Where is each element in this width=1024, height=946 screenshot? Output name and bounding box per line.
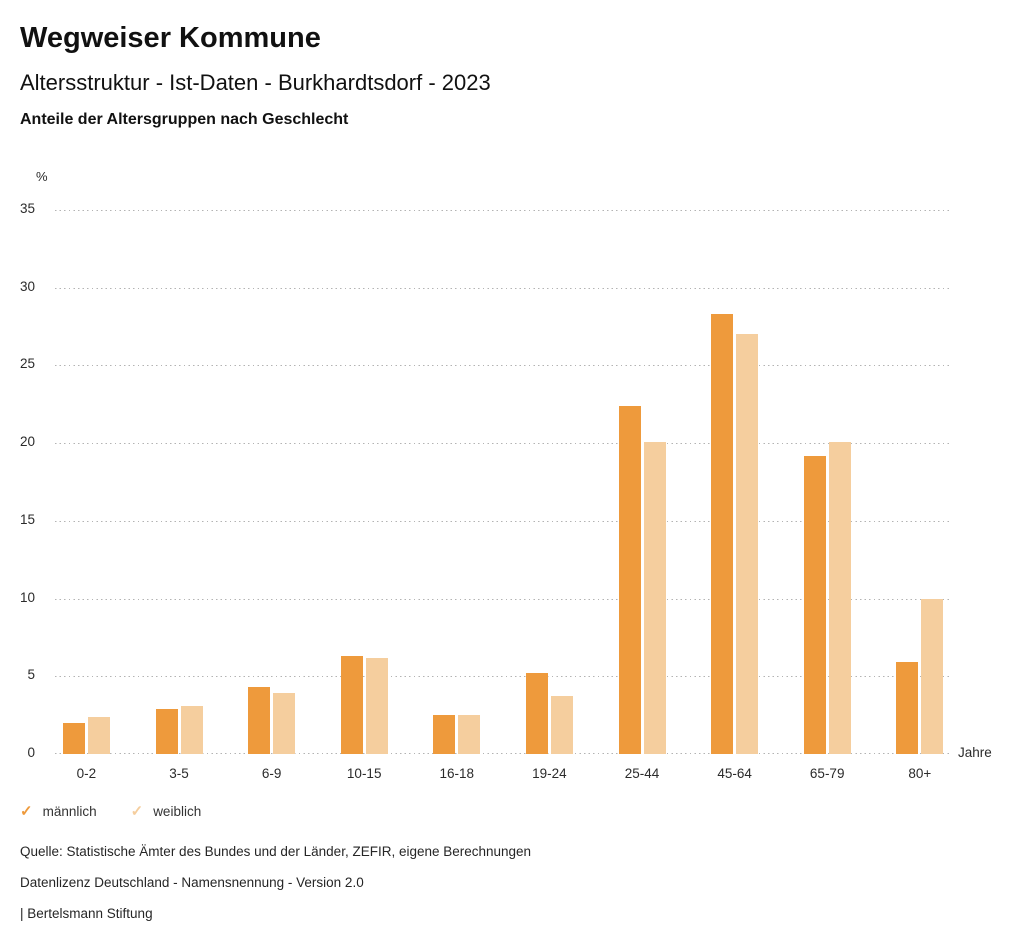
bar-maennlich-45-64[interactable]: [711, 314, 734, 754]
y-tick-20: 20: [19, 434, 35, 450]
legend-item-maennlich[interactable]: ✓ männlich: [20, 802, 97, 820]
attribution-note: | Bertelsmann Stiftung: [20, 906, 153, 921]
x-tick-0-2: 0-2: [76, 766, 97, 781]
y-tick-15: 15: [19, 511, 35, 527]
bar-maennlich-3-5[interactable]: [155, 708, 178, 754]
x-tick-45-64: 45-64: [717, 766, 752, 781]
y-tick-10: 10: [19, 589, 35, 605]
bar-maennlich-0-2[interactable]: [62, 722, 85, 754]
x-tick-16-18: 16-18: [439, 766, 475, 781]
gridline-5: [55, 676, 950, 677]
page-title: Wegweiser Kommune: [20, 22, 321, 54]
y-tick-5: 5: [27, 667, 35, 683]
chart-subtitle: Altersstruktur - Ist-Daten - Burkhardtsd…: [20, 70, 491, 95]
gridline-20: [55, 443, 950, 444]
bar-weiblich-19-24[interactable]: [550, 696, 573, 754]
legend-item-label: männlich: [42, 803, 97, 819]
check-icon: ✓: [130, 803, 144, 820]
check-icon: ✓: [20, 803, 33, 820]
gridline-30: [55, 288, 950, 289]
bar-maennlich-16-18[interactable]: [433, 715, 456, 754]
y-tick-30: 30: [19, 278, 35, 294]
bar-weiblich-0-2[interactable]: [87, 716, 110, 754]
bar-weiblich-16-18[interactable]: [458, 715, 481, 754]
bar-maennlich-25-44[interactable]: [618, 405, 641, 754]
x-tick-65-79: 65-79: [809, 766, 845, 781]
gridline-10: [55, 599, 950, 600]
bar-weiblich-45-64[interactable]: [736, 334, 759, 754]
bar-maennlich-10-15[interactable]: [340, 656, 363, 754]
x-tick-3-5: 3-5: [169, 766, 189, 781]
gridline-25: [55, 365, 950, 366]
chart-legend: ✓ männlich ✓ weiblich: [0, 801, 1024, 821]
gridline-0: [55, 753, 950, 754]
x-tick-6-9: 6-9: [261, 766, 282, 781]
bar-weiblich-3-5[interactable]: [180, 705, 203, 754]
x-tick-10-15: 10-15: [346, 766, 382, 781]
bar-weiblich-10-15[interactable]: [365, 657, 388, 754]
gridline-15: [55, 521, 950, 522]
y-axis-unit-label: %: [36, 169, 48, 184]
x-tick-80+: 80+: [908, 766, 932, 781]
license-note: Datenlizenz Deutschland - Namensnennung …: [20, 875, 364, 890]
x-tick-25-44: 25-44: [624, 766, 660, 781]
chart-heading: Anteile der Altersgruppen nach Geschlech…: [20, 111, 349, 128]
x-tick-19-24: 19-24: [532, 766, 567, 781]
y-tick-25: 25: [19, 356, 35, 372]
bar-weiblich-80+[interactable]: [921, 598, 944, 754]
bar-maennlich-19-24[interactable]: [525, 673, 548, 754]
footer: Quelle: Statistische Ämter des Bundes un…: [0, 821, 1024, 923]
bar-weiblich-65-79[interactable]: [828, 441, 851, 754]
source-note: Quelle: Statistische Ämter des Bundes un…: [20, 844, 532, 859]
bar-weiblich-25-44[interactable]: [643, 441, 666, 754]
bar-maennlich-65-79[interactable]: [803, 455, 826, 754]
gridline-35: [55, 210, 950, 211]
plot-area: 0-2 3-5 6-9 10-15 16-18 19-24 25-44 45-64 65-79 8…: [55, 210, 950, 781]
bar-maennlich-6-9[interactable]: [248, 687, 271, 754]
bar-weiblich-6-9[interactable]: [273, 693, 296, 754]
y-tick-0: 0: [27, 745, 35, 760]
bar-maennlich-80+[interactable]: [896, 662, 919, 754]
y-tick-35: 35: [19, 201, 35, 216]
legend-item-weiblich[interactable]: ✓ weiblich: [131, 802, 202, 820]
x-axis-label: Jahre: [958, 745, 992, 760]
legend-item-label: weiblich: [153, 803, 202, 819]
age-structure-grouped-bar-chart: % 0-2 3-5 6-9 10-15 16-18 19-24 25-44 45-64 65-7…: [0, 165, 1024, 793]
